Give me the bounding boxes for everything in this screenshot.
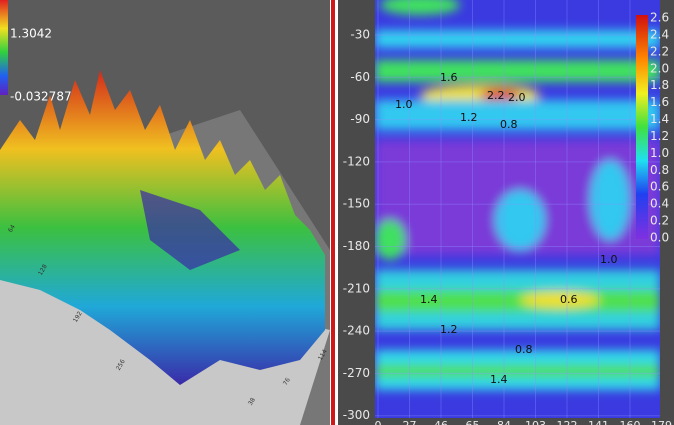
axis-label-3d: 76 <box>282 376 292 386</box>
x-tick-label: 46 <box>434 419 448 425</box>
colorbar-tick-label: 0.4 <box>650 197 669 211</box>
contour-label: 0.6 <box>560 293 578 306</box>
colorbar-tick-label: 0.2 <box>650 214 669 228</box>
contour-label: 1.2 <box>440 323 458 336</box>
y-tick-label: -240 <box>343 324 370 338</box>
x-tick-label: 122 <box>557 419 578 425</box>
x-tick-label: 179 <box>651 419 672 425</box>
axis-label-3d: 64 <box>7 223 17 233</box>
x-tick-label: 0 <box>375 419 382 425</box>
contour-label: 2.2 <box>487 89 505 102</box>
divider <box>331 0 335 425</box>
contour-label: 1.0 <box>600 253 618 266</box>
y-tick-label: -120 <box>343 154 370 168</box>
x-tick-label: 65 <box>466 419 480 425</box>
colorbar-tick-label: 0.6 <box>650 180 669 194</box>
x-tick-label: 160 <box>620 419 641 425</box>
grid <box>375 0 660 418</box>
y-tick-label: -270 <box>343 366 370 380</box>
y-tick-label: -180 <box>343 239 370 253</box>
right-colorbar <box>636 15 648 239</box>
axis-label-3d: 192 <box>72 310 84 324</box>
colorbar-tick-label: 0.0 <box>650 231 669 245</box>
axes: -30 -60 -90 -120 -150 -180 -210 -240 -270 -300 0 27… <box>343 11 672 425</box>
y-tick-label: -300 <box>343 408 370 422</box>
x-tick-label: 103 <box>525 419 546 425</box>
y-tick-label: -60 <box>350 70 370 84</box>
y-tick-label: -150 <box>343 197 370 211</box>
x-tick-label: 84 <box>497 419 511 425</box>
axis-label-3d: 128 <box>37 263 49 277</box>
axis-label-3d: 38 <box>247 396 257 406</box>
colorbar-tick-label: 1.8 <box>650 78 669 92</box>
colorbar-tick-label: 1.0 <box>650 146 669 160</box>
surface-valley <box>140 190 240 270</box>
x-tick-label: 141 <box>588 419 609 425</box>
contour-labels: 2.2 2.0 1.6 1.0 0.8 1.2 1.4 0.6 1.0 0.8 1.4 1.2 <box>395 71 618 386</box>
contour-fields <box>375 0 660 390</box>
contour-plot: 2.2 2.0 1.6 1.0 0.8 1.2 1.4 0.6 1.0 0.8 1.4 1.2 <box>375 0 660 418</box>
colorbar-tick-label: 1.4 <box>650 112 669 126</box>
colorbar-tick-label: 1.6 <box>650 95 669 109</box>
y-tick-label: -30 <box>350 28 370 42</box>
colorbar-tick-label: 0.8 <box>650 163 669 177</box>
colorbar-max: 1.3042 <box>10 27 52 41</box>
axis-label-3d: 256 <box>115 358 127 372</box>
left-colorbar <box>0 0 8 95</box>
colorbar-tick-label: 2.0 <box>650 61 669 75</box>
colorbar-min: -0.032787 <box>10 90 72 104</box>
contour-label: 1.2 <box>460 111 478 124</box>
y-tick-label: -90 <box>350 112 370 126</box>
contour-label: 1.4 <box>490 373 508 386</box>
contour-label: 1.6 <box>440 71 458 84</box>
colorbar-tick-label: 1.2 <box>650 129 669 143</box>
x-tick-label: 27 <box>403 419 417 425</box>
contour-label: 1.4 <box>420 293 438 306</box>
y-tick-label: -210 <box>343 281 370 295</box>
contour-label: 0.8 <box>500 118 518 131</box>
axis-label-3d: 114 <box>317 348 329 362</box>
colorbar-tick-label: 2.4 <box>650 27 669 41</box>
colorbar-tick-label: 2.2 <box>650 44 669 58</box>
contour-label: 0.8 <box>515 343 533 356</box>
axis-labels-3d: 64 128 192 256 114 76 38 <box>7 223 329 406</box>
contour-label: 1.0 <box>395 98 413 111</box>
contour-label: 2.0 <box>508 91 526 104</box>
colorbar-tick-label: 2.6 <box>650 11 669 25</box>
